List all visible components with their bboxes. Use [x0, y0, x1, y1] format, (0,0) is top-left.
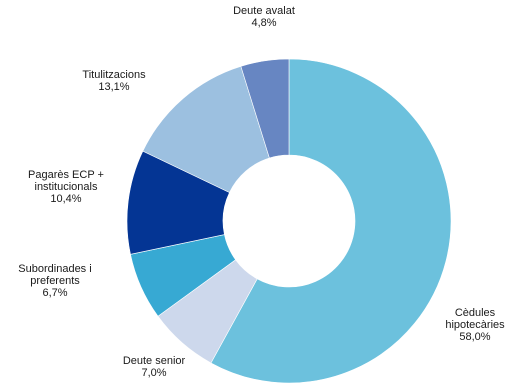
label-value: 13,1% [98, 81, 129, 93]
label-category-line: Pagarès ECP + [28, 169, 104, 181]
label-category-line: Subordinades i [18, 263, 91, 275]
label-titulitzacions: Titulitzacions 13,1% [82, 69, 146, 93]
slice-cedules-hipotecaries [210, 58, 452, 384]
label-category-line: hipotecàries [445, 319, 505, 331]
label-category-line: Titulitzacions [82, 69, 146, 81]
label-cedules-hipotecaries: Cèdules hipotecàries 58,0% [445, 307, 505, 343]
label-value: 7,0% [141, 367, 166, 379]
slice-labels: Cèdules hipotecàries 58,0% Deute senior 7,0%… [18, 5, 505, 379]
label-deute-avalat: Deute avalat 4,8% [233, 5, 295, 29]
label-value: 4,8% [251, 17, 276, 29]
label-pagares-ecp-institucionals: Pagarès ECP + institucionals 10,4% [28, 169, 104, 205]
slice-deute-avalat [240, 58, 290, 159]
label-value: 58,0% [459, 331, 490, 343]
donut-slices [126, 58, 452, 384]
label-value: 10,4% [50, 193, 81, 205]
label-deute-senior: Deute senior 7,0% [123, 355, 186, 379]
label-category-line: Deute senior [123, 355, 186, 367]
label-value: 6,7% [42, 287, 67, 299]
label-category-line: preferents [30, 275, 80, 287]
label-category-line: Cèdules [455, 307, 496, 319]
label-category-line: institucionals [35, 181, 98, 193]
label-category-line: Deute avalat [233, 5, 295, 17]
label-subordinades-i-preferents: Subordinades i preferents 6,7% [18, 263, 91, 299]
